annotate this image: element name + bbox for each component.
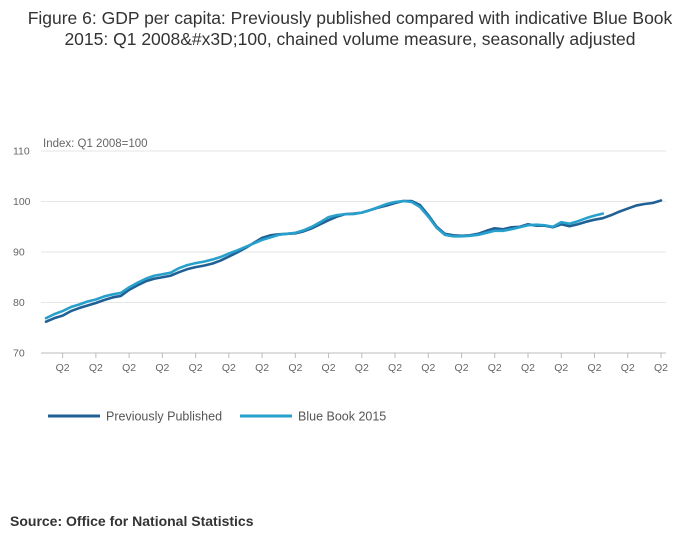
x-tick-label: Q2	[56, 362, 70, 374]
x-tick-label: Q2	[322, 362, 336, 374]
chart-title: Figure 6: GDP per capita: Previously pub…	[27, 8, 673, 49]
x-tick-label: Q2	[255, 362, 269, 374]
x-tick-label: Q2	[288, 362, 302, 374]
y-axis-label: Index: Q1 2008=100	[43, 138, 148, 150]
x-tick-label: Q2	[521, 362, 535, 374]
x-tick-label: Q2	[222, 362, 236, 374]
series-line-previously-published	[44, 199, 663, 323]
y-tick-label-110: 110	[13, 146, 30, 158]
x-tick-label: Q2	[588, 362, 602, 374]
x-tick-label: Q2	[355, 362, 369, 374]
x-tick-label: Q2	[388, 362, 402, 374]
y-tick-label-100: 100	[13, 196, 31, 208]
legend-label-previously-published: Previously Published	[106, 410, 222, 424]
x-axis-ticks: Q2 Q2 Q2 Q2 Q2 Q2 Q2 Q2 Q2 Q2 Q2 Q2 Q2 Q2 Q2 Q2 Q2 Q2 Q2	[56, 353, 668, 374]
y-tick-label-90: 90	[13, 247, 25, 259]
x-tick-label: Q2	[155, 362, 169, 374]
x-tick-label: Q2	[554, 362, 568, 374]
series-line-blue-book-2015	[44, 199, 605, 320]
y-tick-label-80: 80	[13, 297, 25, 309]
legend: Previously Published Blue Book 2015	[48, 410, 386, 424]
x-tick-label: Q2	[621, 362, 635, 374]
y-axis-ticks: 70 80 90 100 110	[13, 146, 31, 360]
series-lines	[44, 199, 663, 323]
x-tick-label: Q2	[421, 362, 435, 374]
x-tick-label: Q2	[122, 362, 136, 374]
legend-label-blue-book-2015: Blue Book 2015	[298, 410, 386, 424]
x-tick-label: Q2	[654, 362, 668, 374]
x-tick-label: Q2	[189, 362, 203, 374]
x-tick-label: Q2	[89, 362, 103, 374]
y-tick-label-70: 70	[13, 348, 25, 360]
source-note: Source: Office for National Statistics	[10, 513, 254, 529]
x-tick-label: Q2	[488, 362, 502, 374]
x-tick-label: Q2	[455, 362, 469, 374]
gridlines	[41, 150, 666, 303]
